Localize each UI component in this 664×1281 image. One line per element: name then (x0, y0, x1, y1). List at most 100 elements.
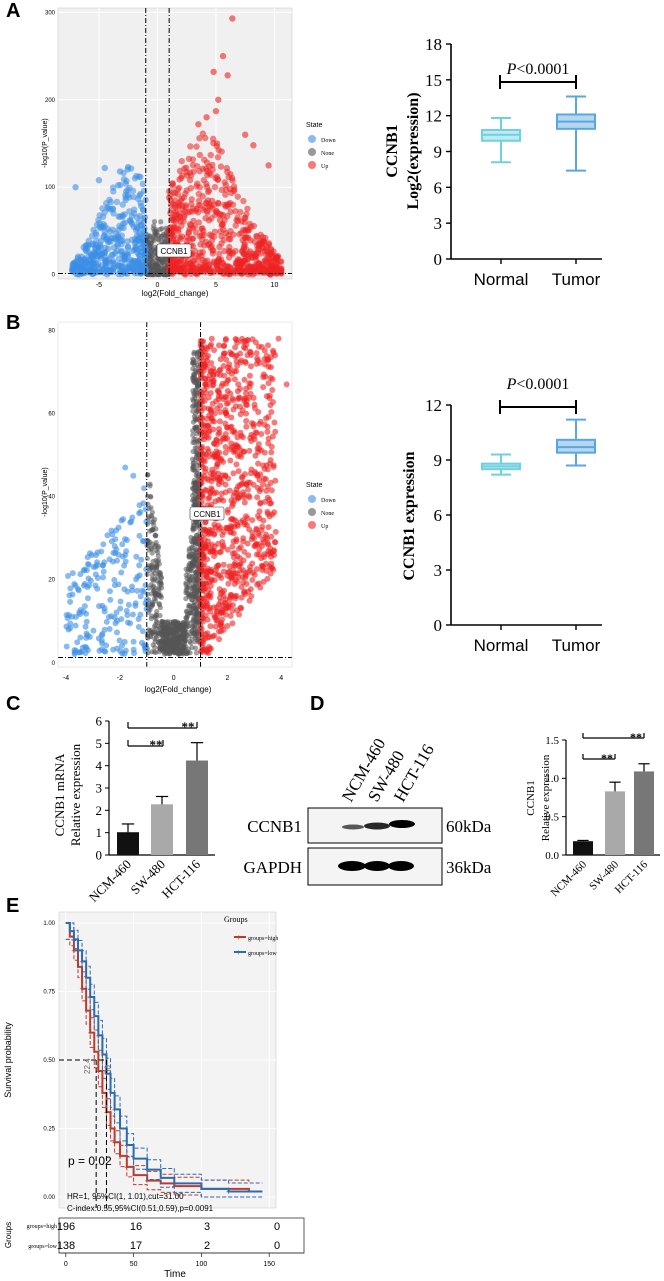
volcano-point-down (86, 582, 93, 589)
volcano-point-none (180, 620, 186, 626)
volcano-point-up (240, 557, 247, 564)
bar-d-bar-1 (573, 841, 593, 855)
volcano-point-down (71, 581, 78, 588)
volcano-a-ytick-label: 0 (52, 273, 56, 279)
box-b-ytick-label: 12 (425, 396, 442, 415)
volcano-point-down (117, 598, 124, 605)
volcano-point-up (205, 428, 212, 435)
box-b-ytick-label: 6 (434, 506, 443, 525)
volcano-point-up (251, 401, 258, 408)
volcano-point-up (232, 562, 239, 569)
volcano-point-up (197, 455, 204, 462)
km-censor-mark: + (104, 1070, 109, 1079)
volcano-point-up (203, 572, 210, 579)
volcano-point-up (178, 195, 186, 202)
volcano-point-up (216, 449, 223, 456)
volcano-point-up (207, 582, 214, 589)
volcano-point-up (213, 463, 220, 470)
volcano-a-xtick-label: -5 (96, 282, 102, 289)
volcano-point-up (169, 234, 177, 242)
volcano-point-down (122, 191, 129, 199)
km-censor-mark: + (88, 1029, 93, 1038)
volcano-point-up (232, 403, 239, 410)
volcano-point-none (157, 570, 163, 576)
volcano-point-up (184, 209, 191, 216)
volcano-point-none (189, 593, 196, 599)
box-a-ytick-label: 12 (425, 107, 442, 126)
volcano-point-up (218, 575, 225, 582)
volcano-point-none (146, 542, 152, 548)
volcano-a-annotation: CCNB1 (156, 243, 192, 258)
volcano-b-legend-up: Up (321, 524, 328, 530)
volcano-point-down (83, 618, 90, 625)
volcano-point-up (251, 535, 258, 542)
volcano-point-up (198, 629, 205, 636)
volcano-point-up (179, 264, 186, 271)
volcano-point-up (198, 231, 205, 239)
volcano-point-none (172, 649, 178, 656)
volcano-point-up (234, 607, 241, 614)
volcano-point-up (269, 511, 276, 518)
volcano-point-up (207, 202, 215, 210)
volcano-point-up (217, 163, 225, 170)
volcano-point-none (184, 586, 190, 592)
volcano-point-down (117, 237, 125, 245)
volcano-point-none (163, 622, 169, 628)
volcano-point-up (264, 540, 271, 547)
volcano-b-ytick-label: 20 (48, 578, 55, 584)
volcano-point-none (154, 558, 160, 565)
volcano-point-up (255, 530, 262, 537)
volcano-point-down (110, 188, 117, 195)
volcano-point-up (242, 513, 249, 520)
volcano-point-up (234, 522, 241, 529)
box-b-ytick-label: 3 (434, 561, 443, 580)
volcano-point-down (97, 254, 105, 262)
volcano-point-up (233, 592, 240, 599)
volcano-point-up (254, 512, 261, 519)
volcano-point-up (207, 406, 214, 413)
volcano-point-up (240, 197, 247, 205)
volcano-point-up (207, 389, 214, 396)
volcano-point-down (114, 242, 121, 249)
volcano-point-up (212, 623, 219, 630)
volcano-point-up (225, 173, 232, 181)
volcano-point-up (169, 200, 176, 208)
volcano-point-up (210, 247, 217, 254)
volcano-point-up (217, 525, 224, 532)
volcano-point-up (215, 497, 222, 504)
volcano-point-up (207, 489, 214, 496)
volcano-point-up (207, 548, 214, 555)
volcano-point-none (152, 576, 158, 582)
volcano-point-up (247, 434, 254, 441)
wb-band-gapdh-1 (338, 861, 366, 871)
box-b-ylabel: CCNB1 expression (401, 451, 418, 580)
volcano-point-up (216, 594, 223, 601)
volcano-point-up (245, 253, 252, 260)
volcano-point-up (252, 429, 259, 436)
volcano-point-none (155, 271, 161, 277)
volcano-point-down (116, 637, 123, 644)
volcano-point-up (167, 192, 174, 199)
volcano-point-down (85, 561, 92, 568)
box-b-xtick-label: Tumor (552, 636, 601, 655)
volcano-point-down (122, 196, 129, 204)
km-hr-text: HR=1, 95%CI(1, 1.01),cut=31.00 (67, 1192, 184, 1201)
bar-c-bar-1 (117, 832, 139, 855)
volcano-a-xtick-label: 5 (214, 282, 218, 289)
volcano-point-down (96, 219, 103, 227)
km-censor-mark: + (172, 1179, 177, 1188)
volcano-point-none (149, 527, 155, 533)
volcano-point-up (241, 521, 248, 528)
volcano-point-up (227, 612, 234, 619)
bar-d-bar-2 (605, 791, 625, 855)
volcano-point-down (114, 181, 122, 189)
km-censor-mark: + (71, 935, 76, 944)
volcano-point-none (149, 550, 155, 556)
km-ci-upper-low (65, 922, 263, 1184)
legend-dot-up (308, 161, 316, 169)
volcano-point-none (151, 219, 158, 225)
volcano-point-up (197, 241, 204, 248)
volcano-point-up (221, 247, 228, 255)
volcano-point-down (96, 241, 104, 248)
volcano-point-down (135, 173, 143, 180)
